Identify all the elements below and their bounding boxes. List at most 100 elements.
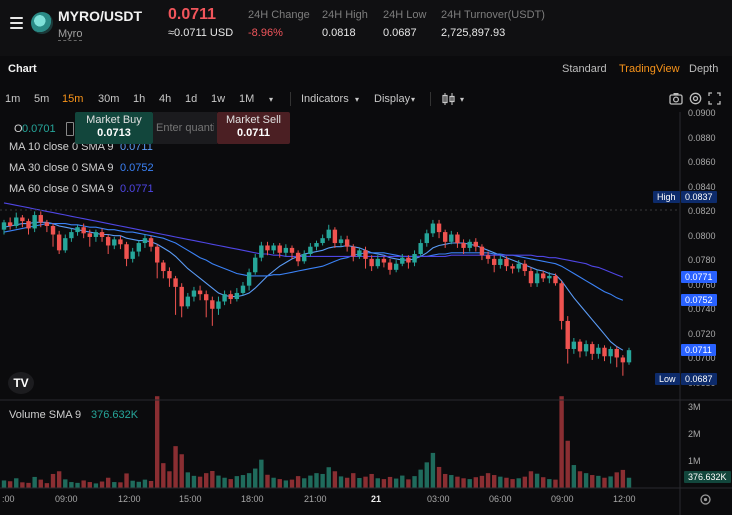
candle-body (277, 245, 282, 253)
timeframe-30m[interactable]: 30m (98, 93, 120, 105)
fullscreen-icon[interactable] (708, 92, 721, 105)
volume-bar (185, 472, 191, 488)
volume-bar (240, 475, 246, 488)
volume-bar (253, 468, 258, 488)
legend-ma30-label[interactable]: MA 30 close 0 SMA 9 (9, 162, 114, 174)
axis-settings-icon[interactable] (699, 493, 712, 506)
volume-legend-value: 376.632K (91, 409, 139, 421)
volume-bar (228, 479, 233, 488)
volume-bar (498, 476, 503, 488)
price-axis-tick: 0.0760 (688, 279, 716, 290)
volume-axis-tag: 376.632K (684, 471, 731, 483)
timeframe-1d[interactable]: 1d (185, 93, 198, 105)
volume-bar (44, 483, 50, 488)
price-axis-tick: 0.0780 (688, 255, 716, 265)
stat-24h-change-label: 24H Change (248, 9, 310, 21)
time-axis-tick: 21:00 (304, 494, 327, 504)
market-buy-button[interactable]: Market Buy 0.0713 (75, 112, 153, 144)
time-axis-tick: 12:00 (118, 494, 141, 504)
volume-bar (283, 480, 289, 488)
volume-bar (559, 396, 564, 488)
indicators-caret: ▾ (355, 95, 360, 104)
volume-bar (528, 471, 534, 488)
candle-body (253, 257, 258, 273)
price-axis-tick: 0.0820 (688, 206, 716, 216)
toolbar-divider (290, 92, 291, 106)
timeframe-5m[interactable]: 5m (34, 93, 50, 105)
timeframe-1h[interactable]: 1h (133, 93, 146, 105)
timeframe-more-caret[interactable]: ▾ (269, 95, 274, 104)
tab-depth[interactable]: Depth (689, 63, 719, 75)
timeframe-1m[interactable]: 1m (5, 93, 21, 105)
volume-bar (406, 479, 411, 488)
volume-bar (455, 476, 460, 488)
candle-body (283, 247, 289, 253)
volume-bar (449, 475, 454, 488)
volume-bar (381, 479, 387, 488)
coin-logo (31, 12, 53, 34)
time-axis-tick: 09:00 (551, 494, 574, 504)
volume-legend-label[interactable]: Volume SMA 9 (9, 409, 82, 421)
timeframe-4h[interactable]: 4h (159, 93, 172, 105)
candle-body (504, 258, 509, 267)
volume-bar (161, 463, 166, 488)
candle-body (326, 229, 331, 239)
candle-body (534, 273, 540, 284)
volume-bar (424, 462, 429, 488)
volume-bars (1, 396, 632, 488)
menu-icon[interactable] (10, 17, 23, 29)
stat-24h-turnover-value: 2,725,897.93 (441, 27, 506, 39)
volume-bar (259, 459, 264, 488)
timeframe-15m[interactable]: 15m (62, 93, 84, 105)
volume-bar (289, 479, 295, 488)
candle-body (81, 227, 86, 234)
settings-icon[interactable] (689, 92, 702, 105)
coin-name[interactable]: Myro (58, 28, 83, 41)
candle-body (1, 222, 7, 230)
volume-bar (167, 471, 172, 488)
timeframe-1w[interactable]: 1w (211, 93, 226, 105)
candle-body (197, 290, 203, 295)
price-chart[interactable] (0, 112, 732, 515)
candle-body (14, 217, 19, 226)
legend-ma10-label[interactable]: MA 10 close 0 SMA 9 (9, 141, 114, 153)
tab-standard[interactable]: Standard (562, 63, 607, 75)
candle-body (541, 273, 546, 279)
candle-body (136, 243, 142, 252)
timeframe-1M[interactable]: 1M (239, 93, 255, 105)
volume-bar (583, 473, 589, 488)
camera-icon[interactable] (669, 92, 683, 105)
display-button[interactable]: Display (374, 93, 411, 105)
legend-ma60-label[interactable]: MA 60 close 0 SMA 9 (9, 183, 114, 195)
tab-tradingview[interactable]: TradingView (619, 63, 680, 75)
stat-24h-low-label: 24H Low (383, 9, 427, 21)
volume-bar (26, 482, 31, 488)
candle-body (596, 347, 601, 354)
candle-body (369, 258, 374, 267)
volume-bar (602, 477, 607, 488)
candle-body (387, 262, 393, 270)
market-sell-price: 0.0711 (236, 127, 271, 139)
volume-axis-tick: 1M (688, 456, 701, 466)
candles-icon[interactable] (441, 92, 457, 106)
candle-body (626, 350, 632, 363)
volume-bar (393, 478, 399, 488)
candle-body (302, 254, 307, 262)
candle-body (204, 294, 209, 301)
candle-body (289, 247, 295, 253)
candle-body (351, 246, 356, 257)
drag-handle-icon[interactable] (66, 122, 74, 136)
quantity-input[interactable] (153, 112, 217, 144)
volume-bar (271, 477, 276, 488)
market-sell-button[interactable]: Market Sell 0.0711 (217, 112, 290, 144)
pair-symbol[interactable]: MYRO/USDT (58, 8, 142, 24)
price-axis-tick: 0.0880 (688, 132, 716, 143)
candle-body (338, 239, 344, 244)
candle-body (130, 251, 135, 259)
candle-body (608, 348, 613, 357)
price-tag-value: 0.0711 (681, 344, 716, 357)
candle-body (528, 271, 534, 284)
volume-bar (210, 470, 215, 488)
candle-body (418, 243, 423, 254)
indicators-button[interactable]: Indicators (301, 93, 349, 105)
